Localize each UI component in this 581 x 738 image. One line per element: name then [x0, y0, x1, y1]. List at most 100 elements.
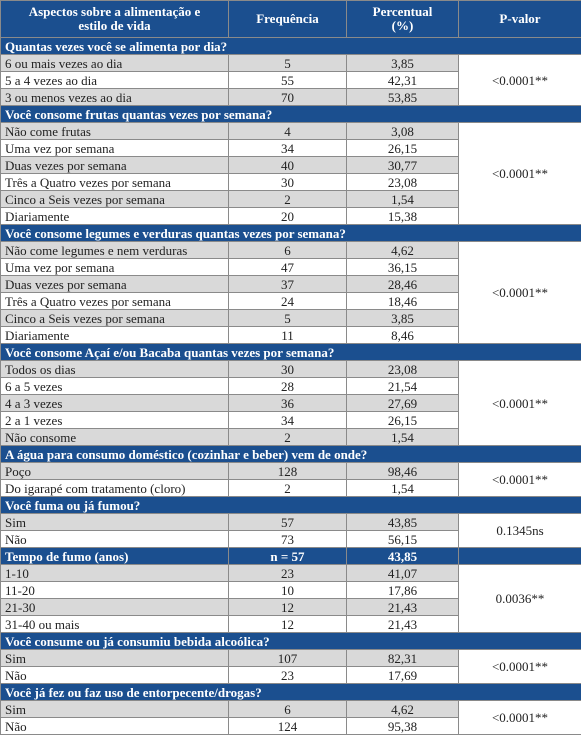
frequency: 124	[228, 717, 347, 735]
row-label: 3 ou menos vezes ao dia	[0, 88, 229, 106]
frequency: 34	[228, 139, 347, 157]
data-row: Cinco a Seis vezes por semana 5 3,85	[0, 309, 581, 327]
row-label: Três a Quatro vezes por semana	[0, 173, 229, 191]
frequency: 70	[228, 88, 347, 106]
section-blank	[458, 547, 581, 565]
row-label: Diariamente	[0, 326, 229, 344]
section-row: Você consume ou já consumiu bebida alcoó…	[0, 632, 581, 650]
row-label: 6 ou mais vezes ao dia	[0, 54, 229, 72]
column-header-text: Frequência	[256, 11, 319, 26]
frequency: 10	[228, 581, 347, 599]
section-row: A água para consumo doméstico (cozinhar …	[0, 445, 581, 463]
column-header-text: Percentual (%)	[372, 4, 433, 33]
percent: 41,07	[346, 564, 459, 582]
data-row: 31-40 ou mais 12 21,43	[0, 615, 581, 633]
percent: 21,54	[346, 377, 459, 395]
section-title: Quantas vezes você se alimenta por dia?	[0, 37, 581, 55]
percent: 17,86	[346, 581, 459, 599]
frequency: 2	[228, 479, 347, 497]
data-row: Não 23 17,69	[0, 666, 581, 684]
percent: 56,15	[346, 530, 459, 548]
row-label: 5 a 4 vezes ao dia	[0, 71, 229, 89]
data-row: Sim 107 82,31 <0.0001**	[0, 649, 581, 684]
percent: 1,54	[346, 428, 459, 446]
section-title: Tempo de fumo (anos)	[0, 547, 229, 565]
percent: 82,31	[346, 649, 459, 667]
frequency: 73	[228, 530, 347, 548]
percent: 26,15	[346, 139, 459, 157]
data-row: Não come legumes e nem verduras 6 4,62 <0.0…	[0, 241, 581, 344]
row-label: 31-40 ou mais	[0, 615, 229, 633]
section-row: Você já fez ou faz uso de entorpecente/d…	[0, 683, 581, 701]
data-row: Não come frutas 4 3,08 <0.0001**	[0, 122, 581, 225]
frequency: 107	[228, 649, 347, 667]
row-label: Não	[0, 666, 229, 684]
column-header: Frequência	[228, 0, 347, 38]
section-frequency: n = 57	[228, 547, 347, 565]
data-row: Três a Quatro vezes por semana 30 23,08	[0, 173, 581, 191]
p-value: <0.0001**	[458, 649, 581, 684]
frequency: 30	[228, 173, 347, 191]
row-label: Do igarapé com tratamento (cloro)	[0, 479, 229, 497]
percent: 1,54	[346, 479, 459, 497]
frequency: 30	[228, 360, 347, 378]
section-title: Você já fez ou faz uso de entorpecente/d…	[0, 683, 581, 701]
percent: 23,08	[346, 360, 459, 378]
percent: 42,31	[346, 71, 459, 89]
frequency: 20	[228, 207, 347, 225]
frequency: 37	[228, 275, 347, 293]
p-value: <0.0001**	[458, 462, 581, 497]
section-title: Você consome legumes e verduras quantas …	[0, 224, 581, 242]
column-header: Percentual (%)	[346, 0, 459, 38]
frequency: 12	[228, 615, 347, 633]
row-label: Diariamente	[0, 207, 229, 225]
row-label: Não come frutas	[0, 122, 229, 140]
p-value: 0.1345ns	[458, 513, 581, 548]
row-label: 4 a 3 vezes	[0, 394, 229, 412]
row-label: Sim	[0, 649, 229, 667]
row-label: Cinco a Seis vezes por semana	[0, 309, 229, 327]
data-row: Duas vezes por semana 40 30,77	[0, 156, 581, 174]
column-header-text: Aspectos sobre a alimentação e estilo de…	[28, 4, 201, 33]
data-row: Uma vez por semana 47 36,15	[0, 258, 581, 276]
frequency: 28	[228, 377, 347, 395]
percent: 3,85	[346, 309, 459, 327]
row-label: Uma vez por semana	[0, 258, 229, 276]
row-label: Cinco a Seis vezes por semana	[0, 190, 229, 208]
p-value: <0.0001**	[458, 241, 581, 344]
row-label: Sim	[0, 700, 229, 718]
percent: 21,43	[346, 615, 459, 633]
percent: 1,54	[346, 190, 459, 208]
percent: 18,46	[346, 292, 459, 310]
frequency: 4	[228, 122, 347, 140]
section-percent: 43,85	[346, 547, 459, 565]
row-label: Sim	[0, 513, 229, 531]
row-label: Duas vezes por semana	[0, 156, 229, 174]
data-row: 6 ou mais vezes ao dia 5 3,85 <0.0001**	[0, 54, 581, 106]
row-label: Uma vez por semana	[0, 139, 229, 157]
frequency: 2	[228, 428, 347, 446]
percent: 26,15	[346, 411, 459, 429]
percent: 36,15	[346, 258, 459, 276]
frequency: 6	[228, 241, 347, 259]
percent: 53,85	[346, 88, 459, 106]
percent: 28,46	[346, 275, 459, 293]
percent: 27,69	[346, 394, 459, 412]
row-label: Não	[0, 717, 229, 735]
header-row: Aspectos sobre a alimentação e estilo de…	[0, 0, 581, 38]
section-title: A água para consumo doméstico (cozinhar …	[0, 445, 581, 463]
row-label: Não come legumes e nem verduras	[0, 241, 229, 259]
column-header: P-valor	[458, 0, 581, 38]
row-label: 6 a 5 vezes	[0, 377, 229, 395]
percent: 43,85	[346, 513, 459, 531]
frequency: 36	[228, 394, 347, 412]
data-row: Poço 128 98,46 <0.0001**	[0, 462, 581, 497]
percent: 30,77	[346, 156, 459, 174]
data-row: Sim 57 43,85 0.1345ns	[0, 513, 581, 548]
frequency: 23	[228, 666, 347, 684]
section-title: Você consome Açaí e/ou Bacaba quantas ve…	[0, 343, 581, 361]
frequency: 11	[228, 326, 347, 344]
percent: 95,38	[346, 717, 459, 735]
